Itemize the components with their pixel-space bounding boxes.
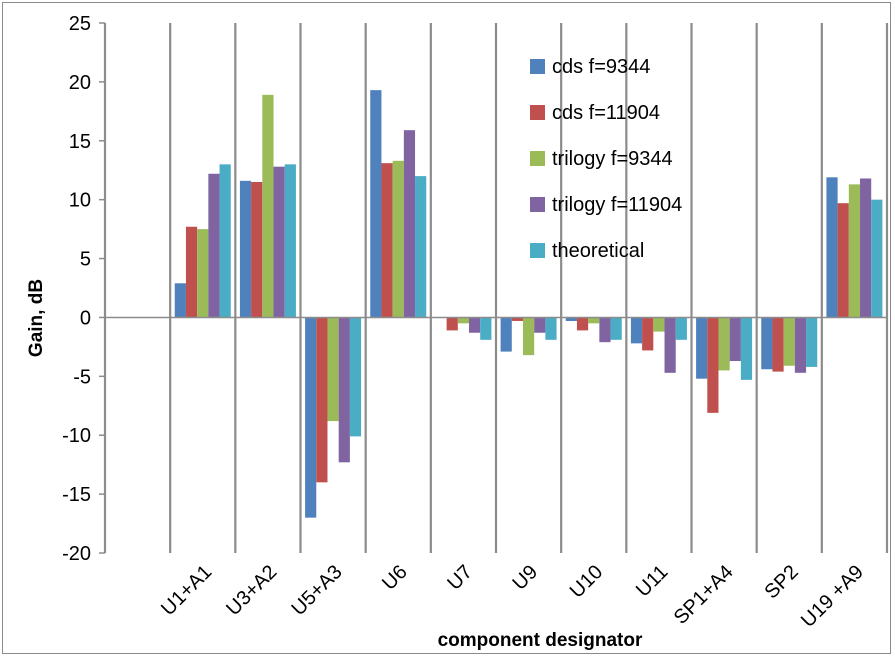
bar xyxy=(239,180,252,318)
y-tick-label: -15 xyxy=(62,484,91,506)
bar xyxy=(174,283,186,318)
x-tick-label: U7 xyxy=(443,561,477,595)
legend-label: trilogy f=9344 xyxy=(552,148,673,170)
bar xyxy=(338,317,350,463)
bar xyxy=(469,317,481,333)
bar xyxy=(576,317,589,331)
bar xyxy=(696,317,708,379)
legend-label: cds f=9344 xyxy=(552,56,650,78)
bar xyxy=(392,160,404,318)
bar xyxy=(446,317,458,331)
bar xyxy=(197,229,209,318)
y-tick-label: 15 xyxy=(69,131,91,153)
legend-swatch xyxy=(530,59,545,74)
bar xyxy=(565,317,577,321)
bar xyxy=(273,166,285,318)
y-tick-label: -10 xyxy=(62,425,91,447)
y-axis-label: Gain, dB xyxy=(26,279,47,357)
bar xyxy=(630,317,643,344)
x-tick-label: U9 xyxy=(508,561,542,595)
bar xyxy=(511,317,523,321)
y-tick-label: 0 xyxy=(80,307,91,329)
legend: cds f=9344 cds f=11904 trilogy f=9344 trilo… xyxy=(530,56,682,262)
bar xyxy=(316,317,328,483)
y-tick-label: -20 xyxy=(62,543,91,565)
bar xyxy=(848,184,861,318)
bar xyxy=(305,317,317,518)
x-tick-label: SP1+A4 xyxy=(670,561,738,629)
x-tick-label: U6 xyxy=(378,561,412,595)
y-tick-label: 5 xyxy=(80,249,91,271)
bar xyxy=(653,317,665,332)
legend-swatch xyxy=(530,243,545,258)
bar xyxy=(806,317,818,367)
bar xyxy=(718,317,730,371)
bar xyxy=(545,317,557,340)
bar xyxy=(403,130,416,318)
bar xyxy=(534,317,546,333)
x-axis-label: component designator xyxy=(438,630,643,651)
bar xyxy=(370,90,382,318)
bar xyxy=(185,226,198,318)
bar xyxy=(251,182,263,318)
legend-label: cds f=11904 xyxy=(552,102,660,124)
bar xyxy=(826,177,838,318)
bar xyxy=(415,176,427,318)
x-tick-label: U3+A2 xyxy=(222,561,281,620)
bar xyxy=(522,317,535,356)
bar xyxy=(500,317,512,352)
bar xyxy=(664,317,676,373)
bar xyxy=(610,317,622,340)
bar xyxy=(729,317,741,362)
bar xyxy=(740,317,753,380)
bar xyxy=(707,317,719,413)
bar xyxy=(588,317,600,324)
y-tick-label: 25 xyxy=(69,13,91,35)
bar xyxy=(262,94,274,318)
legend-swatch xyxy=(530,105,545,120)
bar xyxy=(675,317,687,340)
legend-label: trilogy f=11904 xyxy=(552,194,682,216)
x-tick-label: U11 xyxy=(632,561,672,601)
bar xyxy=(327,317,339,422)
bar xyxy=(349,317,362,437)
legend-swatch xyxy=(530,197,545,212)
grid-layer xyxy=(103,23,889,553)
bar xyxy=(642,317,654,351)
legend-swatch xyxy=(530,151,545,166)
x-tick-label: U1+A1 xyxy=(157,561,216,620)
bar xyxy=(284,164,296,318)
legend-label: theoretical xyxy=(552,240,644,262)
bar xyxy=(208,173,220,318)
bar xyxy=(871,199,883,318)
bar xyxy=(457,317,470,324)
x-tick-label: U5+A3 xyxy=(287,561,346,620)
y-tick-label: 20 xyxy=(69,72,91,94)
bar xyxy=(599,317,611,343)
bar xyxy=(381,163,393,318)
x-tick-label: SP2 xyxy=(760,561,802,603)
bar xyxy=(794,317,807,373)
x-tick-label: U10 xyxy=(566,561,608,603)
y-tick-label: 10 xyxy=(69,190,91,212)
bar xyxy=(772,317,784,372)
bar xyxy=(860,178,872,318)
x-tick-label: U19 +A9 xyxy=(797,561,868,632)
bar xyxy=(761,317,773,370)
bars-layer xyxy=(174,90,883,518)
bar xyxy=(783,317,795,366)
bar xyxy=(480,317,492,340)
bar xyxy=(837,203,849,318)
y-tick-label: -5 xyxy=(73,366,91,388)
bar xyxy=(219,164,231,318)
